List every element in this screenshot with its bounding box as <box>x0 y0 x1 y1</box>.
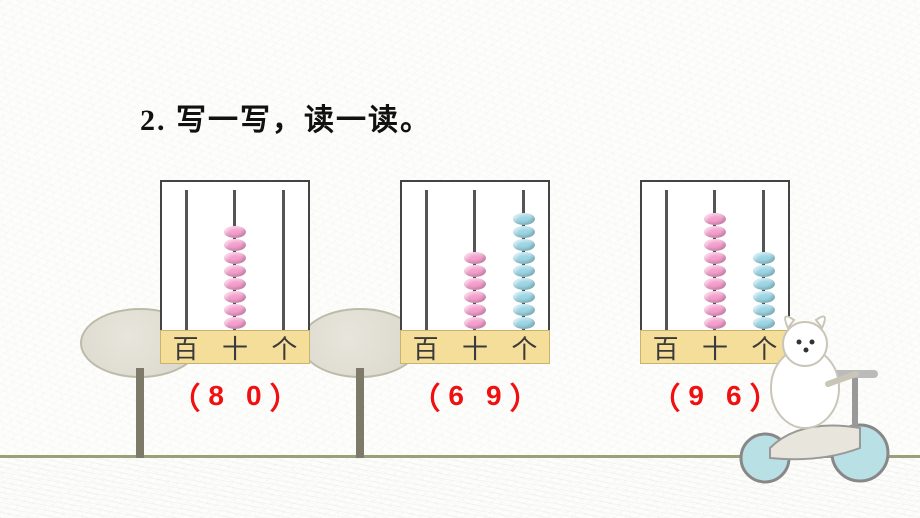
bead <box>464 252 486 264</box>
paren-close: ） <box>510 374 540 418</box>
paren-open: （ <box>650 374 680 418</box>
bead <box>704 239 726 251</box>
abacus-1-rod-ones <box>282 190 285 330</box>
bead <box>224 239 246 251</box>
bead <box>224 226 246 238</box>
bead <box>224 252 246 264</box>
bead <box>224 317 246 329</box>
bead <box>704 226 726 238</box>
bead <box>704 252 726 264</box>
abacus-2-labels: 百 十 个 <box>400 330 550 364</box>
abacus-1-answer: （ 8 0 ） <box>170 374 299 418</box>
bead <box>513 278 535 290</box>
paren-open: （ <box>410 374 440 418</box>
bead <box>464 278 486 290</box>
paren-open: （ <box>170 374 200 418</box>
bead <box>753 278 775 290</box>
abacus-2-rod-tens <box>473 190 476 330</box>
answer-digit: 6 <box>448 380 464 412</box>
abaci-row: 百 十 个 （ 8 0 ） 百 十 个 （ 6 9 <box>150 180 800 418</box>
exercise-number: 2. <box>140 104 167 137</box>
bead <box>753 265 775 277</box>
bead <box>224 265 246 277</box>
answer-digit: 9 <box>688 380 704 412</box>
abacus-2-answer: （ 6 9 ） <box>410 374 539 418</box>
abacus-2: 百 十 个 （ 6 9 ） <box>390 180 560 418</box>
bead <box>704 278 726 290</box>
paren-close: ） <box>270 374 300 418</box>
bead <box>513 304 535 316</box>
bead <box>224 304 246 316</box>
bead <box>513 239 535 251</box>
exercise-prompt: 2. 写一写，读一读。 <box>140 95 432 139</box>
abacus-1-rod-hundreds <box>185 190 188 330</box>
bead <box>513 213 535 225</box>
abacus-2-rod-hundreds <box>425 190 428 330</box>
exercise-text: 写一写，读一读。 <box>176 104 432 137</box>
abacus-1-labels: 百 十 个 <box>160 330 310 364</box>
bead <box>513 291 535 303</box>
abacus-3-rod-hundreds <box>665 190 668 330</box>
answer-digit: 8 <box>208 380 224 412</box>
abacus-2-rod-ones <box>522 190 525 330</box>
abacus-1: 百 十 个 （ 8 0 ） <box>150 180 320 418</box>
abacus-1-frame <box>160 180 310 330</box>
bead <box>464 265 486 277</box>
dog-on-scooter-illustration <box>710 298 910 488</box>
abacus-1-rod-tens <box>233 190 236 330</box>
label-hundreds: 百 <box>173 329 199 366</box>
bead <box>513 265 535 277</box>
bead <box>704 213 726 225</box>
label-tens: 十 <box>462 329 488 366</box>
bead <box>464 291 486 303</box>
label-tens: 十 <box>222 329 248 366</box>
label-ones: 个 <box>271 329 297 366</box>
bead <box>513 226 535 238</box>
bead <box>464 317 486 329</box>
answer-digit: 0 <box>246 380 262 412</box>
label-hundreds: 百 <box>653 329 679 366</box>
bead <box>704 265 726 277</box>
bead <box>464 304 486 316</box>
bead <box>224 278 246 290</box>
bead <box>753 252 775 264</box>
abacus-2-frame <box>400 180 550 330</box>
answer-digit: 9 <box>486 380 502 412</box>
bead <box>224 291 246 303</box>
bead <box>513 252 535 264</box>
bead <box>513 317 535 329</box>
label-ones: 个 <box>511 329 537 366</box>
label-hundreds: 百 <box>413 329 439 366</box>
